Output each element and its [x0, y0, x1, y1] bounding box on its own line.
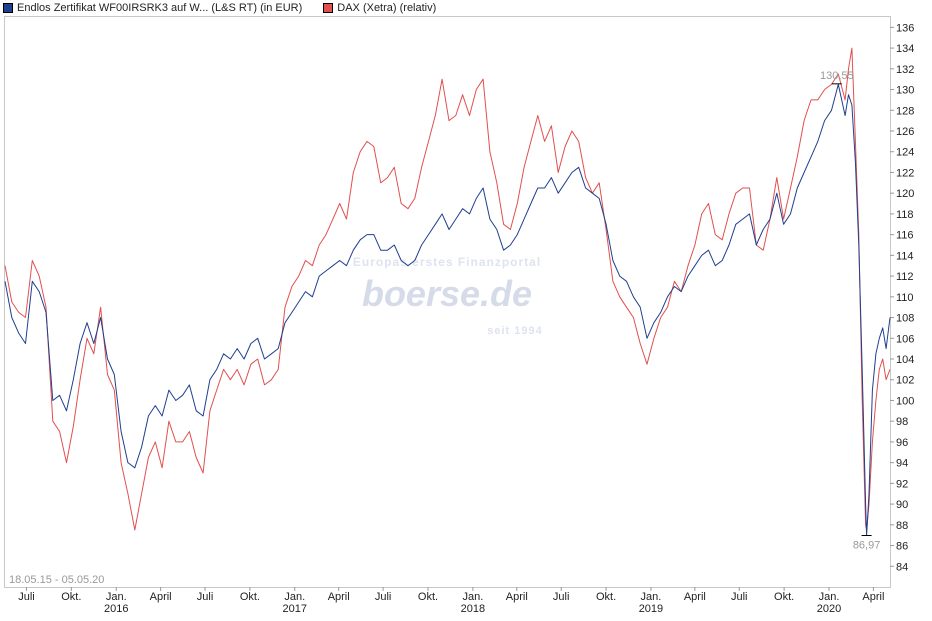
y-axis: 84 86 88 90 92 94 96 98 100 102 104 106 108 110 112 114… [890, 22, 914, 573]
y-tick-label: 102 [896, 375, 914, 387]
watermark-since: seit 1994 [487, 325, 542, 337]
plot-frame [4, 16, 891, 588]
y-tick-label: 132 [896, 64, 914, 76]
series-layer [4, 47, 891, 536]
x-tick-label-year: 2016 [104, 603, 128, 615]
y-tick-label: 98 [896, 416, 908, 428]
x-tick-label-month: Okt. [418, 591, 438, 603]
y-tick-label: 106 [896, 333, 914, 345]
annotation-low-label: 86,97 [853, 539, 881, 551]
x-tick-label-month: Jan. [106, 591, 127, 603]
y-tick-label: 104 [896, 354, 914, 366]
legend-label-zertifikat: Endlos Zertifikat WF00IRSRK3 auf W... (L… [17, 2, 303, 14]
watermark: Europas erstes Finanzportal boerse.de se… [353, 255, 542, 337]
legend-item-dax[interactable]: DAX (Xetra) (relativ) [323, 2, 436, 14]
y-tick-label: 86 [896, 541, 908, 553]
x-tick-label-month: Juli [197, 591, 214, 603]
y-tick-label: 88 [896, 520, 908, 532]
x-tick-label-month: Jan. [641, 591, 662, 603]
legend-swatch-zertifikat [3, 3, 13, 13]
x-tick-label-month: Okt. [240, 591, 260, 603]
y-tick-label: 114 [896, 250, 914, 262]
x-tick-label-month: Juli [18, 591, 35, 603]
y-tick-label: 124 [896, 147, 914, 159]
y-tick-label: 90 [896, 499, 908, 511]
x-tick-label-month: Juli [731, 591, 748, 603]
x-tick-label-month: Jan. [462, 591, 483, 603]
legend-swatch-dax [323, 3, 334, 13]
watermark-logo: boerse.de [362, 273, 532, 314]
y-tick-label: 96 [896, 437, 908, 449]
y-tick-label: 128 [896, 105, 914, 117]
x-tick-label-month: April [150, 591, 172, 603]
legend-label-dax: DAX (Xetra) (relativ) [337, 2, 437, 14]
x-tick-label-month: Jan. [284, 591, 305, 603]
y-tick-label: 122 [896, 167, 914, 179]
x-tick-label-month: April [328, 591, 350, 603]
y-tick-label: 120 [896, 188, 914, 200]
watermark-tagline: Europas erstes Finanzportal [353, 255, 541, 269]
y-tick-label: 134 [896, 43, 914, 55]
x-tick-label-month: April [684, 591, 706, 603]
x-tick-label-month: Juli [375, 591, 392, 603]
y-tick-label: 118 [896, 209, 914, 221]
y-tick-label: 108 [896, 313, 914, 325]
y-tick-label: 126 [896, 126, 914, 138]
annotation-layer: 130,55 86,97 [820, 70, 880, 552]
x-tick-label-month: April [506, 591, 528, 603]
x-tick-label-month: Okt. [774, 591, 794, 603]
legend-item-zertifikat[interactable]: Endlos Zertifikat WF00IRSRK3 auf W... (L… [3, 2, 302, 14]
x-tick-label-year: 2017 [283, 603, 307, 615]
x-tick-label-year: 2019 [639, 603, 663, 615]
y-tick-label: 92 [896, 478, 908, 490]
series-line-dax [4, 47, 891, 531]
date-range-label: 18.05.15 - 05.05.20 [9, 574, 104, 586]
y-tick-label: 116 [896, 230, 914, 242]
series-line-zertifikat [4, 83, 891, 536]
annotation-high-label: 130,55 [820, 70, 854, 82]
x-tick-label-year: 2020 [817, 603, 841, 615]
y-tick-label: 100 [896, 395, 914, 407]
x-tick-label-month: Jan. [819, 591, 840, 603]
x-tick-label-month: Okt. [596, 591, 616, 603]
y-tick-label: 110 [896, 292, 914, 304]
x-tick-label-month: April [862, 591, 884, 603]
y-tick-label: 112 [896, 271, 914, 283]
y-tick-label: 130 [896, 85, 914, 97]
y-tick-label: 94 [896, 458, 908, 470]
x-tick-label-month: Juli [553, 591, 570, 603]
x-tick-label-year: 2018 [461, 603, 485, 615]
legend: Endlos Zertifikat WF00IRSRK3 auf W... (L… [0, 0, 454, 16]
y-tick-label: 84 [896, 561, 908, 573]
x-tick-label-month: Okt. [61, 591, 81, 603]
x-axis: Juli Okt. Jan. April Juli Okt. Jan. April Juli Ok… [18, 587, 884, 615]
y-tick-label: 136 [896, 22, 914, 34]
